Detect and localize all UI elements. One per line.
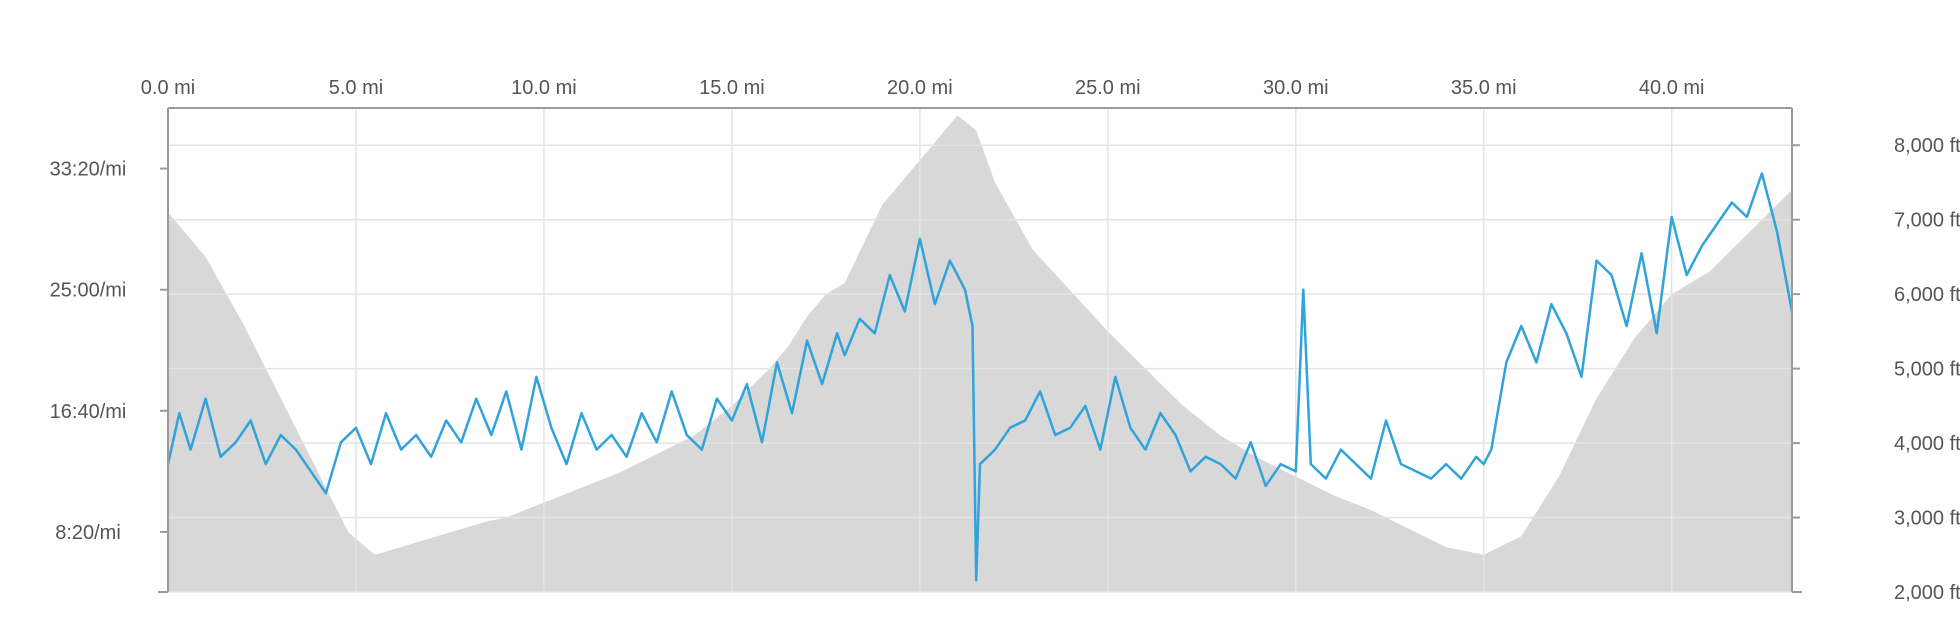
elevation-tick-label: 7,000 ft xyxy=(1894,210,1960,232)
elevation-tick-label: 5,000 ft xyxy=(1894,359,1960,381)
x-tick-label: 5.0 mi xyxy=(329,77,383,99)
x-tick-label: 30.0 mi xyxy=(1263,77,1329,99)
elevation-tick-label: 4,000 ft xyxy=(1894,433,1960,455)
x-tick-label: 25.0 mi xyxy=(1075,77,1141,99)
elevation-tick-label: 6,000 ft xyxy=(1894,284,1960,306)
x-tick-label: 20.0 mi xyxy=(887,77,953,99)
x-tick-label: 10.0 mi xyxy=(511,77,577,99)
elevation-tick-label: 8,000 ft xyxy=(1894,135,1960,157)
x-tick-label: 0.0 mi xyxy=(141,77,195,99)
pace-line xyxy=(166,172,1794,582)
pace-tick-label: 33:20/mi xyxy=(50,159,127,181)
x-tick-label: 40.0 mi xyxy=(1639,77,1705,99)
x-tick-label: 35.0 mi xyxy=(1451,77,1517,99)
x-tick-label: 15.0 mi xyxy=(699,77,765,99)
pace-tick-label: 8:20/mi xyxy=(55,522,121,544)
elevation-tick-label: 2,000 ft xyxy=(1894,582,1960,604)
pace-tick-label: 16:40/mi xyxy=(50,401,127,423)
elevation-tick-label: 3,000 ft xyxy=(1894,508,1960,530)
pace-tick-label: 25:00/mi xyxy=(50,280,127,302)
